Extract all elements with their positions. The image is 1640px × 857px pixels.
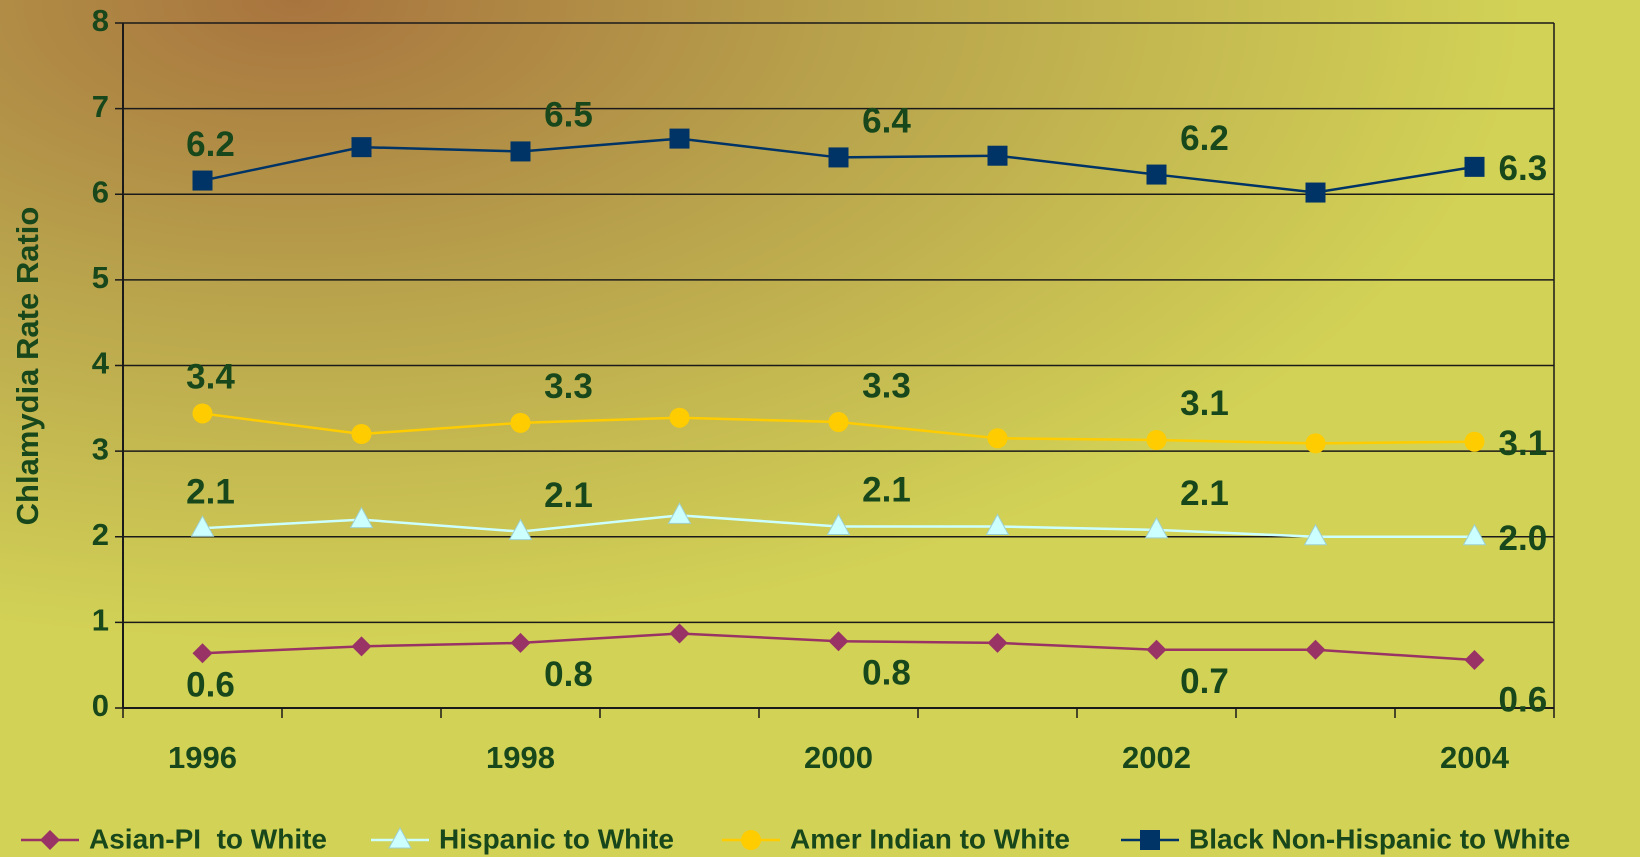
marker: [1146, 639, 1167, 660]
legend-item: Hispanic to White: [371, 823, 674, 854]
marker: [351, 636, 372, 657]
marker: [192, 643, 213, 664]
marker: [508, 518, 533, 541]
legend-item: Black Non-Hispanic to White: [1121, 823, 1570, 854]
data-label: 0.8: [862, 653, 911, 692]
marker: [987, 145, 1008, 166]
marker: [1464, 156, 1485, 177]
marker: [40, 830, 60, 850]
x-tick-label: 2000: [804, 740, 873, 775]
x-tick-label: 2004: [1440, 740, 1510, 775]
marker: [828, 412, 849, 433]
marker: [985, 513, 1010, 535]
data-label: 0.8: [544, 655, 593, 694]
marker: [349, 506, 374, 529]
marker: [1303, 523, 1328, 546]
data-label: 6.4: [862, 102, 911, 141]
y-tick-label: 1: [92, 603, 109, 638]
y-tick-label: 2: [92, 517, 109, 552]
data-label: 2.1: [862, 471, 911, 510]
data-label: 6.2: [1180, 119, 1229, 158]
marker: [669, 623, 690, 644]
legend-item: Amer Indian to White: [722, 823, 1070, 854]
data-label: 2.1: [1180, 474, 1229, 513]
marker: [351, 424, 372, 444]
marker: [510, 632, 531, 653]
data-label: 0.6: [1499, 680, 1548, 719]
x-tick-label: 2002: [1122, 740, 1191, 775]
marker: [1140, 830, 1160, 850]
marker: [987, 428, 1008, 449]
data-label: 3.3: [544, 367, 593, 406]
y-tick-label: 4: [92, 346, 110, 381]
marker: [669, 407, 690, 428]
marker: [669, 128, 690, 149]
marker: [510, 141, 531, 162]
marker: [190, 515, 215, 537]
data-label: 3.1: [1499, 424, 1548, 463]
marker: [828, 147, 849, 168]
data-label: 3.1: [1180, 384, 1229, 423]
data-label: 6.3: [1499, 149, 1548, 188]
data-label: 2.1: [186, 472, 235, 511]
marker: [510, 412, 531, 433]
legend-label: Black Non-Hispanic to White: [1189, 823, 1570, 854]
data-label: 2.1: [544, 476, 593, 515]
y-axis-label: Chlamydia Rate Ratio: [10, 207, 45, 526]
marker: [1305, 433, 1326, 454]
marker: [741, 830, 761, 850]
marker: [192, 170, 213, 191]
y-tick-label: 0: [92, 688, 109, 723]
y-tick-label: 6: [92, 174, 109, 209]
legend-label: Asian-PI to White: [89, 823, 327, 854]
marker: [1464, 431, 1485, 452]
marker: [828, 631, 849, 652]
marker: [1305, 182, 1326, 203]
legend-label: Hispanic to White: [439, 823, 674, 854]
marker: [1146, 429, 1167, 450]
marker: [351, 137, 372, 158]
legend-label: Amer Indian to White: [790, 823, 1070, 854]
legend-item: Asian-PI to White: [21, 823, 327, 854]
marker: [1144, 516, 1169, 539]
data-label: 6.2: [186, 125, 235, 164]
y-tick-label: 3: [92, 431, 109, 466]
y-tick-label: 5: [92, 260, 109, 295]
data-label: 0.7: [1180, 662, 1229, 701]
marker: [987, 632, 1008, 653]
marker: [667, 502, 692, 524]
data-label: 0.6: [186, 665, 235, 704]
data-label: 3.3: [862, 366, 911, 405]
marker: [1146, 164, 1167, 185]
marker: [1462, 523, 1487, 546]
data-label: 6.5: [544, 96, 593, 135]
marker: [388, 826, 412, 849]
x-tick-label: 1996: [168, 740, 237, 775]
y-tick-label: 8: [92, 3, 109, 38]
y-tick-label: 7: [92, 89, 109, 124]
marker: [826, 513, 851, 535]
data-label: 2.0: [1499, 519, 1548, 558]
x-tick-label: 1998: [486, 740, 555, 775]
marker: [1305, 639, 1326, 660]
data-label: 3.4: [186, 358, 235, 397]
marker: [1464, 650, 1485, 671]
marker: [192, 403, 213, 424]
